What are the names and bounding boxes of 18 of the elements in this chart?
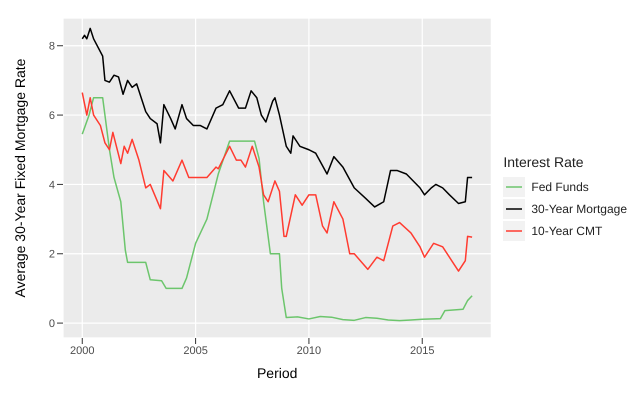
y-tick-label: 4: [48, 179, 55, 192]
line-series: [82, 96, 473, 322]
legend-label: 30-Year Mortgage: [531, 202, 627, 216]
x-axis-title: Period: [256, 365, 298, 381]
y-axis-title: Average 30-Year Fixed Mortgage Rate: [12, 58, 28, 298]
y-tick-label: 8: [48, 40, 55, 53]
x-tick-label: 2005: [183, 344, 208, 357]
x-tick-label: 2000: [70, 344, 95, 357]
y-tick-label: 0: [48, 318, 55, 330]
y-tick-label: 6: [48, 110, 55, 122]
x-tick-label: 2015: [410, 344, 434, 357]
legend-label: 10-Year CMT: [531, 224, 602, 238]
y-tick-label: 2: [48, 248, 55, 261]
legend-label: Fed Funds: [531, 180, 589, 194]
line-series: [82, 92, 473, 272]
x-tick-label: 2010: [296, 344, 322, 357]
line-series: [82, 28, 473, 208]
legend-title: Interest Rate: [503, 154, 585, 170]
